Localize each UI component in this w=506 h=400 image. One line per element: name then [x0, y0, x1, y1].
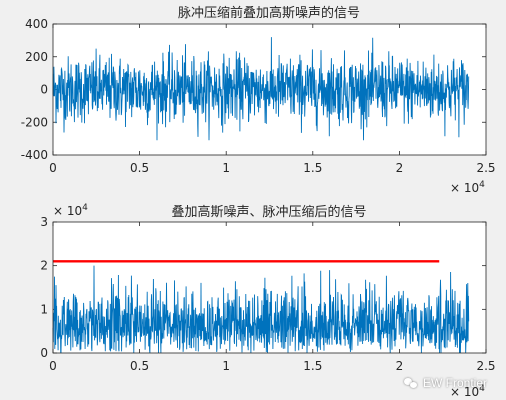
y-tick-label: 0 [40, 83, 48, 97]
x-tick-label: 1.5 [303, 161, 322, 175]
bottom-plot-title: 叠加高斯噪声、脉冲压缩后的信号 [171, 204, 366, 220]
top-subplot: 脉冲压缩前叠加高斯噪声的信号 0 0.5 1 1.5 2 2.5 -400 -200 0 200 4… [21, 5, 496, 195]
x-tick-label: 1 [222, 359, 230, 373]
y-tick-label: -200 [21, 115, 48, 129]
bottom-subplot: 叠加高斯噪声、脉冲压缩后的信号 0 0.5 1 1.5 2 2.5 0 1 2 3 × 104 ×… [40, 203, 495, 399]
wechat-icon [404, 377, 418, 389]
top-plot-frame [52, 23, 487, 156]
x-tick-label: 2.5 [476, 359, 495, 373]
bottom-signal-series [52, 265, 470, 354]
bottom-y-exponent: × 104 [53, 203, 88, 218]
bottom-axis-ticks: 0 0.5 1 1.5 2 2.5 0 1 2 3 [40, 215, 495, 373]
x-tick-label: 0 [49, 359, 57, 373]
bottom-plot-frame [52, 221, 487, 354]
watermark: EW Frontier [404, 376, 487, 390]
bottom-x-exponent: × 104 [450, 384, 485, 399]
y-tick-label: 0 [40, 346, 48, 360]
x-tick-label: 2 [396, 161, 404, 175]
watermark-text: EW Frontier [423, 376, 488, 390]
top-x-exponent: × 104 [450, 180, 485, 195]
y-tick-label: 1 [40, 302, 48, 316]
top-plot-title: 脉冲压缩前叠加高斯噪声的信号 [178, 5, 360, 21]
x-tick-label: 0.5 [130, 161, 149, 175]
x-tick-label: 2 [396, 359, 404, 373]
x-tick-label: 1 [222, 161, 230, 175]
signal-line [52, 265, 470, 354]
y-tick-label: -400 [21, 148, 48, 162]
signal-line [52, 37, 470, 141]
y-tick-label: 400 [25, 17, 48, 31]
y-tick-label: 2 [40, 259, 48, 273]
x-tick-label: 2.5 [476, 161, 495, 175]
top-signal-series [52, 37, 470, 141]
x-tick-label: 0.5 [130, 359, 149, 373]
y-tick-label: 200 [25, 50, 48, 64]
x-tick-label: 1.5 [303, 359, 322, 373]
x-tick-label: 0 [49, 161, 57, 175]
y-tick-label: 3 [40, 215, 48, 229]
